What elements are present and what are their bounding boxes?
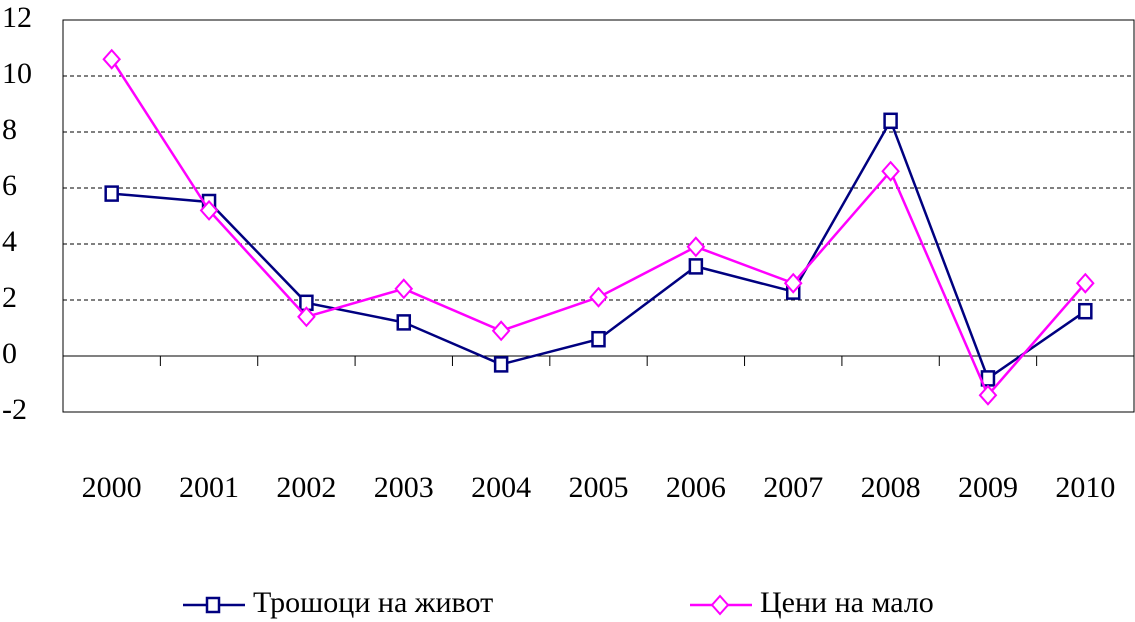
- y-tick-label: -2: [2, 393, 27, 426]
- y-tick-label: 4: [2, 225, 17, 258]
- x-tick-label: 2005: [569, 471, 629, 504]
- x-tick-label: 2008: [861, 471, 921, 504]
- data-point: [978, 384, 998, 406]
- y-tick-label: 10: [2, 57, 32, 90]
- x-tick-label: 2007: [763, 471, 823, 504]
- data-point: [1075, 272, 1095, 294]
- legend-marker: [205, 596, 221, 614]
- x-tick-label: 2001: [179, 471, 239, 504]
- x-tick-label: 2003: [374, 471, 434, 504]
- x-tick-label: 2006: [666, 471, 726, 504]
- data-point: [783, 272, 803, 294]
- x-tick-label: 2000: [82, 471, 142, 504]
- data-point: [199, 199, 219, 221]
- data-point: [394, 278, 414, 300]
- y-tick-label: 12: [2, 1, 32, 34]
- y-tick-label: 0: [2, 337, 17, 370]
- data-point: [591, 330, 606, 348]
- data-point: [883, 112, 898, 130]
- legend-label: Трошоци на живот: [253, 586, 493, 619]
- legend-marker: [710, 594, 730, 616]
- y-tick-label: 2: [2, 281, 17, 314]
- data-point: [493, 356, 509, 373]
- legend-label: Цени на мало: [760, 586, 934, 619]
- data-point: [881, 160, 900, 182]
- data-point: [1078, 302, 1093, 320]
- data-point: [104, 185, 119, 202]
- x-tick-label: 2009: [958, 471, 1018, 504]
- x-tick-label: 2010: [1055, 471, 1115, 504]
- x-tick-label: 2002: [276, 471, 336, 504]
- data-point: [297, 306, 316, 328]
- data-point: [589, 286, 608, 308]
- y-tick-label: 6: [2, 169, 17, 202]
- x-tick-label: 2004: [471, 471, 531, 504]
- plot-frame: [62, 19, 1135, 413]
- data-point: [686, 236, 706, 258]
- y-tick-label: 8: [2, 113, 17, 146]
- data-point: [102, 48, 122, 70]
- data-point: [491, 320, 511, 342]
- data-point: [688, 258, 704, 275]
- data-point: [396, 314, 412, 331]
